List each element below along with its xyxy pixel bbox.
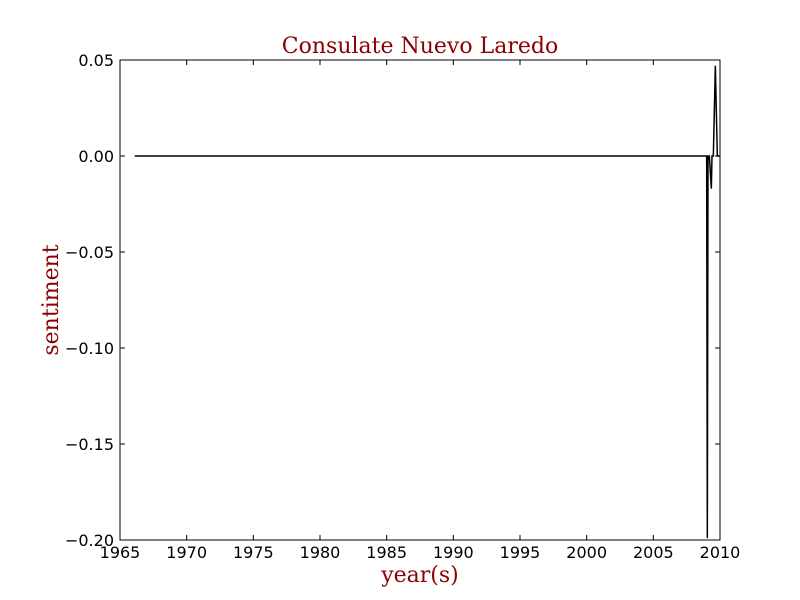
y-tick-label: −0.15 — [65, 435, 114, 454]
x-tick-label: 1980 — [300, 543, 341, 562]
x-tick-label: 1970 — [166, 543, 207, 562]
y-tick-label: −0.05 — [65, 243, 114, 262]
x-tick-label: 2000 — [566, 543, 607, 562]
x-tick-label: 2005 — [633, 543, 674, 562]
y-tick-label: 0.00 — [78, 147, 114, 166]
y-tick-label: −0.20 — [65, 531, 114, 550]
chart-title: Consulate Nuevo Laredo — [282, 34, 558, 59]
y-axis: 0.05 0.00 −0.05 −0.10 −0.15 −0.20 — [65, 51, 720, 550]
x-tick-label: 1975 — [233, 543, 274, 562]
plot-area-frame — [119, 59, 721, 541]
x-tick-label: 1965 — [100, 543, 141, 562]
x-axis-label: year(s) — [380, 563, 459, 588]
y-tick-label: 0.05 — [78, 51, 114, 70]
x-tick-label: 1985 — [366, 543, 407, 562]
x-tick-label: 1990 — [433, 543, 474, 562]
series-layer — [134, 65, 720, 539]
x-tick-label: 2010 — [700, 543, 741, 562]
series-line-0 — [134, 65, 720, 539]
x-axis: 1965 1970 1975 1980 1985 1990 1995 2000 2005 2010 — [100, 60, 741, 562]
x-tick-label: 1995 — [500, 543, 541, 562]
y-axis-label: sentiment — [39, 244, 64, 355]
y-tick-label: −0.10 — [65, 339, 114, 358]
